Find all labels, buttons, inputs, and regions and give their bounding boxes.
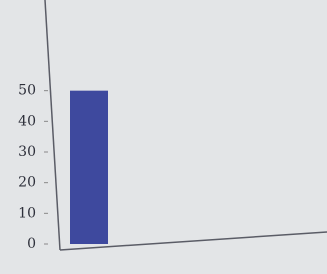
y-tick-label: 20 — [18, 175, 36, 191]
y-tick-label: 40 — [18, 113, 36, 129]
y-tick-label: 10 — [18, 205, 36, 221]
paper — [0, 0, 327, 274]
y-tick-label: 30 — [18, 144, 36, 160]
y-tick-label: 50 — [18, 83, 36, 99]
bar — [70, 91, 108, 244]
chart: 0 10 20 30 40 50 — [0, 0, 327, 274]
y-tick-label: 0 — [27, 236, 36, 252]
